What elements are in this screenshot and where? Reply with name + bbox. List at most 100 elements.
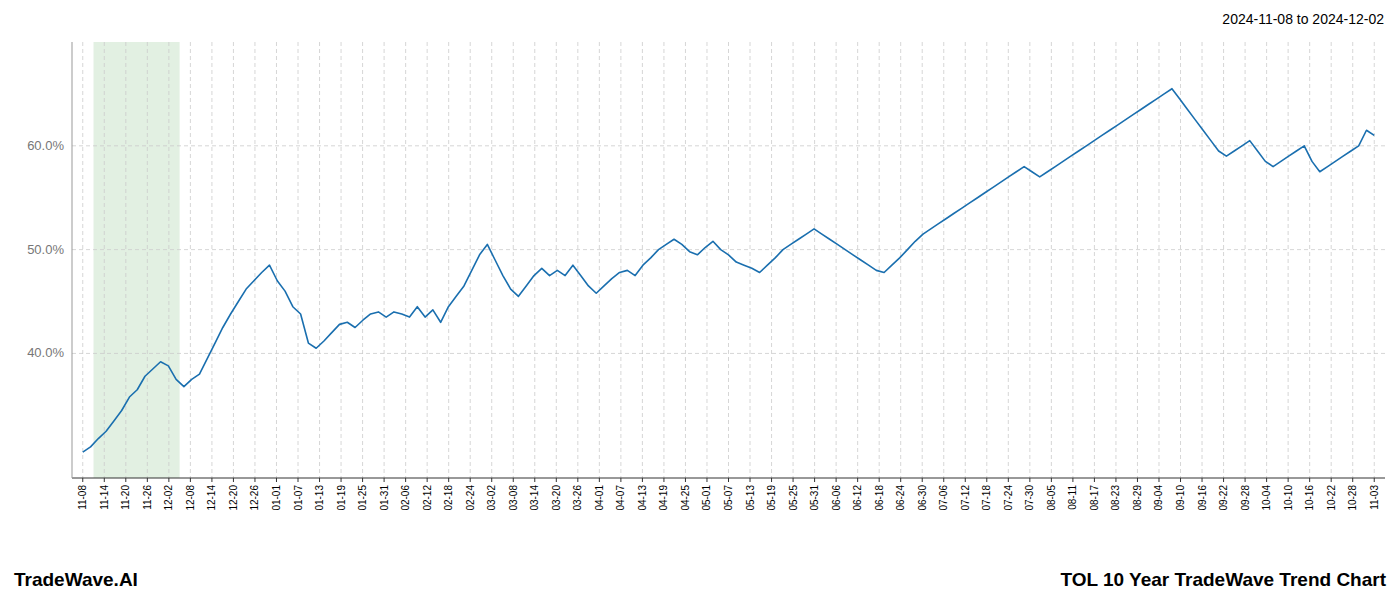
x-tick-label: 08-11: [1067, 485, 1078, 510]
x-tick: [1374, 478, 1375, 482]
x-tick-label: 03-14: [529, 485, 540, 511]
x-tick-label: 01-25: [357, 485, 368, 511]
x-tick-label: 01-01: [271, 485, 282, 511]
x-grid-line: [513, 42, 514, 478]
x-tick: [1202, 478, 1203, 482]
x-grid-line: [1223, 42, 1224, 478]
chart: 40.0%50.0%60.0%11-0811-1411-2011-2612-02…: [0, 0, 1400, 600]
x-tick-label: 08-17: [1089, 485, 1100, 511]
x-tick: [190, 478, 191, 482]
x-tick: [900, 478, 901, 482]
x-tick-label: 02-06: [400, 485, 411, 511]
x-tick: [577, 478, 578, 482]
x-tick-label: 09-16: [1197, 485, 1208, 511]
x-tick: [1331, 478, 1332, 482]
x-grid-line: [362, 42, 363, 478]
x-tick-label: 04-13: [637, 485, 648, 511]
x-tick: [556, 478, 557, 482]
x-tick: [1072, 478, 1073, 482]
x-tick: [857, 478, 858, 482]
x-grid-line: [642, 42, 643, 478]
x-tick: [125, 478, 126, 482]
x-tick: [1137, 478, 1138, 482]
x-grid-line: [556, 42, 557, 478]
x-tick-label: 01-19: [336, 485, 347, 511]
x-grid-line: [836, 42, 837, 478]
y-grid-line: [72, 249, 1385, 250]
x-tick: [1029, 478, 1030, 482]
x-tick: [1352, 478, 1353, 482]
x-grid-line: [1331, 42, 1332, 478]
x-grid-line: [82, 42, 83, 478]
x-tick-label: 08-05: [1046, 485, 1057, 511]
x-tick-label: 07-12: [960, 485, 971, 511]
x-tick: [1266, 478, 1267, 482]
x-tick-label: 07-06: [938, 485, 949, 511]
x-tick: [513, 478, 514, 482]
x-tick-label: 06-30: [917, 485, 928, 511]
x-tick-label: 06-18: [874, 485, 885, 511]
x-grid-line: [211, 42, 212, 478]
x-grid-line: [620, 42, 621, 478]
x-grid-line: [427, 42, 428, 478]
x-tick-label: 05-19: [766, 485, 777, 511]
x-tick: [341, 478, 342, 482]
x-grid-line: [319, 42, 320, 478]
x-tick: [491, 478, 492, 482]
x-tick: [728, 478, 729, 482]
x-tick: [384, 478, 385, 482]
x-grid-line: [599, 42, 600, 478]
x-grid-line: [1288, 42, 1289, 478]
x-tick-label: 03-26: [572, 485, 583, 511]
series-group: [83, 89, 1374, 452]
x-tick: [448, 478, 449, 482]
x-tick-label: 10-28: [1347, 485, 1358, 511]
x-tick-label: 11-08: [77, 485, 88, 510]
x-grid-line: [943, 42, 944, 478]
x-tick-label: 07-30: [1024, 485, 1035, 511]
x-tick: [814, 478, 815, 482]
x-grid-line: [879, 42, 880, 478]
x-tick: [1115, 478, 1116, 482]
x-tick-label: 03-20: [551, 485, 562, 511]
x-grid-line: [470, 42, 471, 478]
x-grid-line: [448, 42, 449, 478]
y-tick-label: 50.0%: [27, 242, 64, 257]
x-grid-line: [168, 42, 169, 478]
title: TOL 10 Year TradeWave Trend Chart: [1060, 569, 1386, 590]
x-tick: [1180, 478, 1181, 482]
x-tick: [405, 478, 406, 482]
x-grid-line: [1051, 42, 1052, 478]
x-tick-label: 01-07: [293, 485, 304, 511]
x-tick-label: 04-01: [594, 485, 605, 511]
x-tick: [599, 478, 600, 482]
x-grid-line: [922, 42, 923, 478]
x-tick-label: 10-10: [1283, 485, 1294, 511]
x-tick: [836, 478, 837, 482]
x-tick-label: 05-07: [723, 485, 734, 511]
x-tick-label: 01-13: [314, 485, 325, 511]
x-tick-label: 11-20: [120, 485, 131, 510]
x-tick-label: 09-22: [1218, 485, 1229, 511]
x-tick-label: 06-12: [852, 485, 863, 511]
x-grid-line: [104, 42, 105, 478]
x-tick: [319, 478, 320, 482]
x-tick-label: 10-04: [1261, 485, 1272, 511]
x-grid-line: [147, 42, 148, 478]
x-tick: [793, 478, 794, 482]
x-grid-line: [1115, 42, 1116, 478]
x-tick: [706, 478, 707, 482]
x-grid-line: [1029, 42, 1030, 478]
x-tick: [922, 478, 923, 482]
x-tick: [233, 478, 234, 482]
x-grid-line: [1245, 42, 1246, 478]
x-tick-label: 02-12: [422, 485, 433, 511]
x-tick-label: 09-04: [1153, 485, 1164, 511]
x-tick-label: 12-20: [228, 485, 239, 511]
x-tick: [1288, 478, 1289, 482]
x-grid-line: [663, 42, 664, 478]
x-tick-label: 03-02: [486, 485, 497, 511]
x-tick-label: 12-02: [163, 485, 174, 511]
x-tick: [1158, 478, 1159, 482]
x-grid-line: [298, 42, 299, 478]
